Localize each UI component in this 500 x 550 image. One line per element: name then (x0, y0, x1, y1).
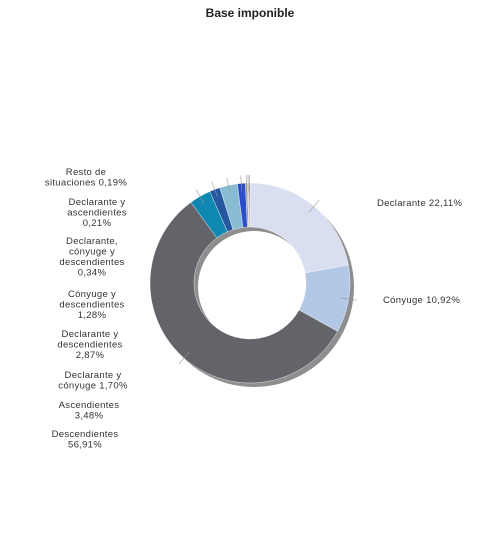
leader-lines (178, 175, 357, 365)
donut-slices (149, 182, 351, 384)
slice-label-4: Declarante y cónyuge 1,70% (58, 370, 128, 392)
donut-slice-2 (149, 202, 338, 384)
leader-line-2 (178, 351, 190, 365)
donut-slice-0 (249, 182, 349, 274)
slice-label-2: Descendientes 56,91% (52, 429, 119, 451)
leader-line-0 (308, 199, 320, 213)
leader-line-7 (245, 175, 248, 192)
slice-label-9: Resto de situaciones 0,19% (45, 167, 127, 189)
leader-line-1 (340, 297, 357, 301)
leader-line-5 (226, 177, 231, 194)
slice-label-5: Declarante y descendientes 2,87% (57, 329, 122, 361)
leader-line-4 (211, 181, 218, 198)
chart-title: Base imponible (205, 6, 295, 20)
slice-label-7: Declarante, cónyuge y descendientes 0,34% (59, 236, 124, 279)
slice-label-0: Declarante 22,11% (377, 198, 462, 209)
slice-label-6: Cónyuge y descendientes 1,28% (59, 289, 124, 321)
slice-label-1: Cónyuge 10,92% (383, 295, 460, 306)
slice-label-3: Ascendientes 3,48% (59, 400, 120, 422)
slice-label-8: Declarante y ascendientes 0,21% (67, 197, 127, 229)
leader-line-6 (240, 175, 243, 192)
leader-line-3 (195, 189, 205, 204)
slice-labels: Declarante 22,11% Cónyuge 10,92% Descendie… (45, 167, 462, 451)
